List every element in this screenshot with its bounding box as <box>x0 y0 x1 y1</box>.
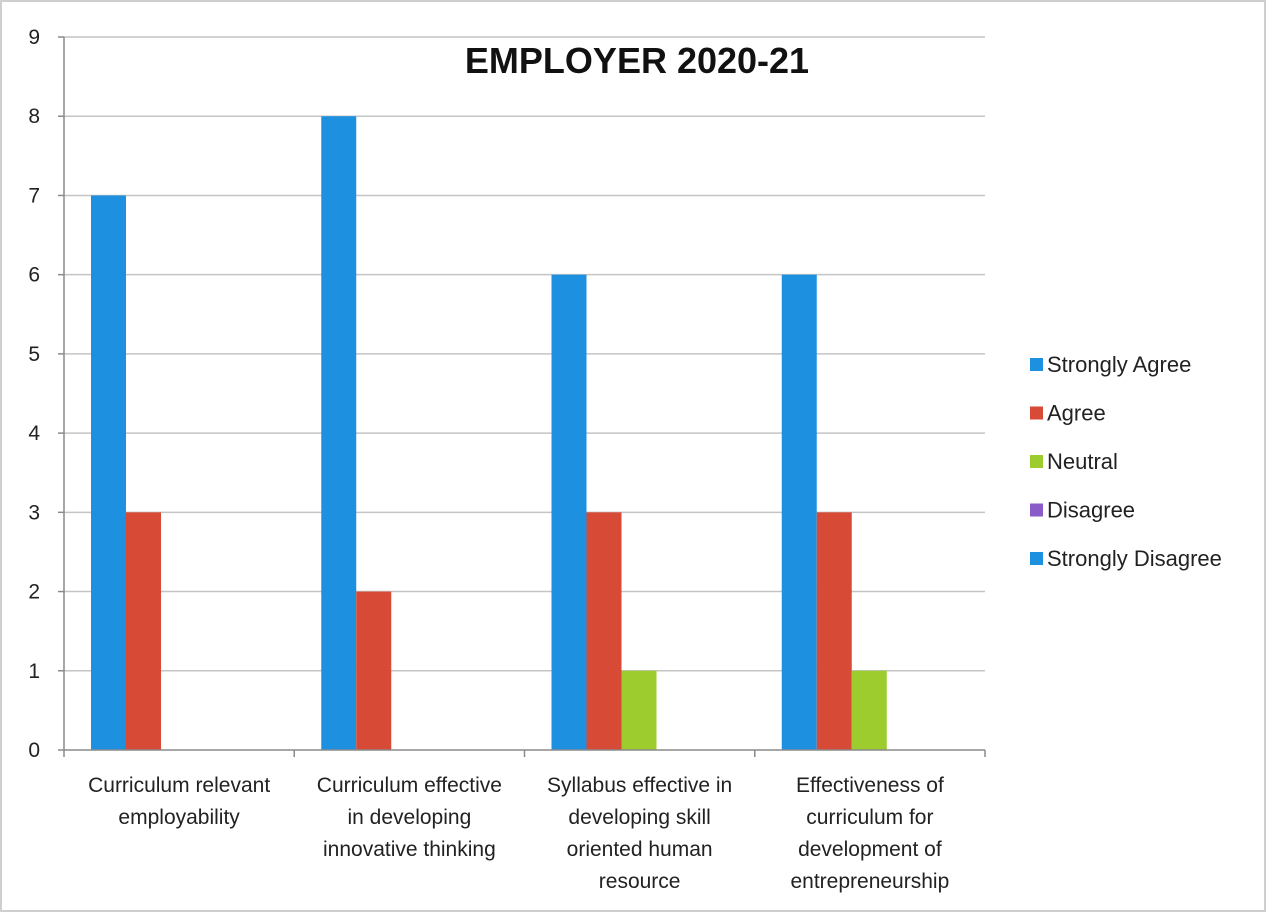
legend: Strongly Agree Agree Neutral Disagree Strong… <box>1030 352 1222 571</box>
bar-agree <box>356 591 392 750</box>
x-tick-label: oriented human <box>567 838 713 861</box>
y-tick-label: 9 <box>28 26 40 49</box>
bar-agree <box>586 512 622 750</box>
x-tick-label: development of <box>798 838 942 861</box>
x-tick-label: Syllabus effective in <box>547 774 732 797</box>
bar-strongly-agree <box>551 274 587 750</box>
x-tick-label: entrepreneurship <box>790 870 949 893</box>
y-tick-label: 8 <box>28 105 40 128</box>
y-tick-label: 1 <box>28 660 40 683</box>
x-tick-label: resource <box>599 870 681 893</box>
y-tick-label: 0 <box>28 739 40 762</box>
bar-neutral <box>851 670 887 750</box>
legend-label: Agree <box>1047 401 1106 426</box>
x-tick-label: employability <box>118 806 240 829</box>
bar-agree <box>126 512 161 750</box>
legend-swatch <box>1030 406 1043 420</box>
x-tick-label: in developing <box>347 806 471 829</box>
y-tick-label: 3 <box>28 501 40 524</box>
x-tick-label: developing skill <box>568 806 710 829</box>
x-tick-label: Curriculum effective <box>317 774 502 797</box>
y-tick-label: 7 <box>28 184 40 207</box>
x-tick-label: Curriculum relevant <box>88 774 270 797</box>
x-tick-label: innovative thinking <box>323 838 496 861</box>
y-tick-label: 5 <box>28 343 40 366</box>
legend-label: Strongly Agree <box>1047 352 1191 377</box>
y-tick-label: 4 <box>28 422 40 445</box>
legend-label: Neutral <box>1047 449 1118 474</box>
legend-swatch <box>1030 358 1043 371</box>
legend-swatch <box>1030 455 1043 468</box>
bar-agree <box>816 512 852 750</box>
chart-title: EMPLOYER 2020-21 <box>465 40 809 81</box>
axes: 0 1 2 3 4 5 6 7 8 9 Curriculum relevant employabili… <box>28 26 986 893</box>
y-tick-label: 2 <box>28 581 40 604</box>
bar-strongly-agree <box>91 195 126 750</box>
legend-swatch <box>1030 503 1043 517</box>
bar-strongly-agree <box>781 274 817 750</box>
bar-neutral <box>621 670 657 750</box>
x-tick-label: curriculum for <box>806 806 933 829</box>
legend-swatch <box>1030 552 1043 565</box>
y-tick-label: 6 <box>28 264 40 287</box>
legend-label: Disagree <box>1047 498 1135 523</box>
bar-strongly-agree <box>321 116 357 750</box>
x-tick-label: Effectiveness of <box>796 774 944 797</box>
legend-label: Strongly Disagree <box>1047 546 1222 571</box>
bars <box>91 116 887 750</box>
